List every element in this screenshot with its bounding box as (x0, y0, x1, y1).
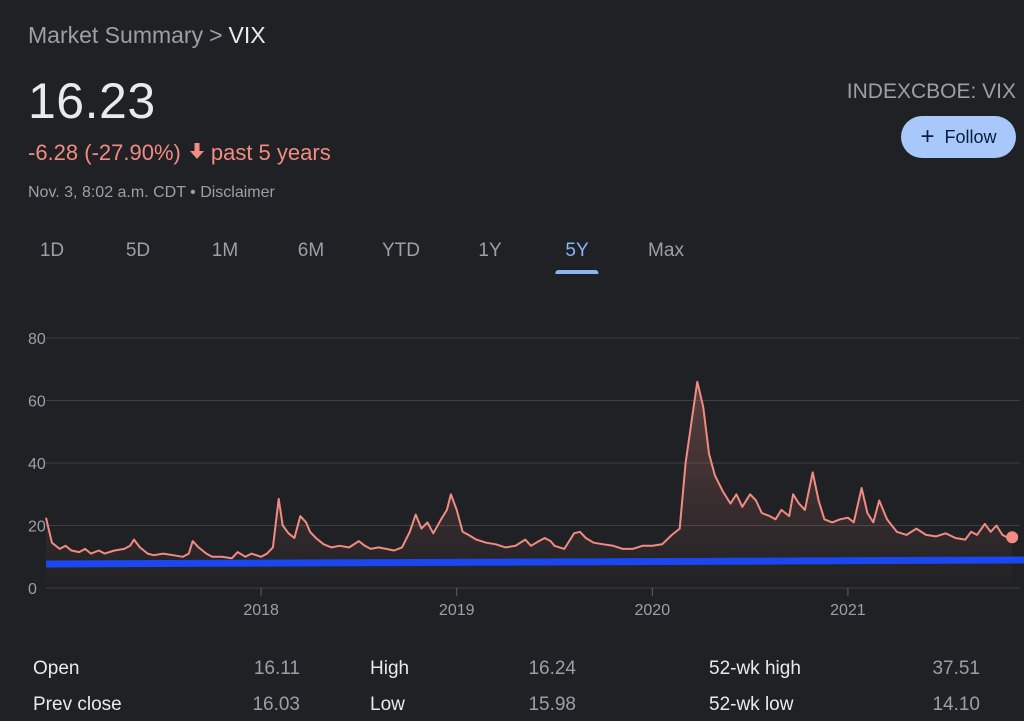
breadcrumb-current: VIX (228, 22, 266, 48)
y-tick-label: 80 (28, 331, 46, 348)
tab-1d[interactable]: 1D (39, 240, 65, 261)
price-line (45, 380, 1013, 560)
breadcrumb: Market Summary > VIX (28, 22, 266, 49)
timestamp-text: Nov. 3, 8:02 a.m. CDT (28, 184, 186, 201)
ticker-symbol: INDEXCBOE: VIX (846, 80, 1016, 103)
breadcrumb-separator: > (209, 22, 223, 48)
stat-52wk-low-value: 14.10 (932, 694, 980, 715)
stat-52wk-low-label: 52-wk low (709, 694, 794, 715)
stat-52wk-high-label: 52-wk high (709, 658, 801, 679)
tab-5d[interactable]: 5D (125, 240, 151, 261)
tab-ytd[interactable]: YTD (382, 240, 420, 261)
price-area-fill (46, 381, 1013, 588)
price-chart[interactable]: 0 20 40 60 80 2018 2019 2020 2021 (0, 320, 1024, 620)
y-tick-label: 20 (28, 519, 46, 536)
stat-open-label: Open (33, 658, 80, 679)
follow-button-label: Follow (944, 126, 997, 147)
stat-high-value: 16.24 (528, 658, 576, 679)
stats-table: Open 16.11 High 16.24 52-wk high 37.51 P… (0, 652, 1024, 721)
tab-1m[interactable]: 1M (211, 240, 239, 261)
stat-high-label: High (370, 658, 410, 679)
bullet-separator: • (190, 184, 201, 201)
tab-5y[interactable]: 5Y (555, 240, 599, 274)
stat-prev-close-value: 16.03 (252, 694, 300, 715)
x-tick-label: 2018 (243, 602, 279, 619)
current-value-dot (1006, 531, 1019, 544)
quote-timestamp: Nov. 3, 8:02 a.m. CDT • Disclaimer (28, 184, 275, 202)
y-tick-label: 0 (28, 581, 37, 598)
time-range-tabs: 1D 5D 1M 6M YTD 1Y 5Y Max (0, 240, 1024, 280)
y-tick-label: 40 (28, 456, 46, 473)
tab-1y[interactable]: 1Y (478, 240, 502, 261)
price-change: -6.28 (-27.90%) past 5 years (28, 140, 331, 166)
current-price: 16.23 (28, 73, 156, 129)
stat-open-value: 16.11 (253, 658, 300, 679)
breadcrumb-parent-link[interactable]: Market Summary (28, 22, 204, 48)
stat-52wk-high-value: 37.51 (932, 658, 980, 679)
disclaimer-link[interactable]: Disclaimer (200, 184, 275, 201)
x-tick-label: 2020 (635, 602, 671, 619)
plus-icon: + (920, 123, 935, 150)
stat-low-value: 15.98 (528, 694, 576, 715)
price-change-value: -6.28 (-27.90%) (28, 140, 181, 165)
baseline-line (45, 556, 1024, 568)
tab-max[interactable]: Max (648, 240, 684, 261)
arrow-down-icon (189, 140, 205, 166)
stat-low-label: Low (370, 694, 405, 715)
x-tick-label: 2021 (830, 602, 866, 619)
y-tick-label: 60 (28, 394, 46, 411)
stat-prev-close-label: Prev close (33, 694, 122, 715)
follow-button[interactable]: + Follow (901, 116, 1016, 158)
x-tick-label: 2019 (439, 602, 475, 619)
price-change-period: past 5 years (210, 140, 331, 165)
tab-6m[interactable]: 6M (297, 240, 325, 261)
